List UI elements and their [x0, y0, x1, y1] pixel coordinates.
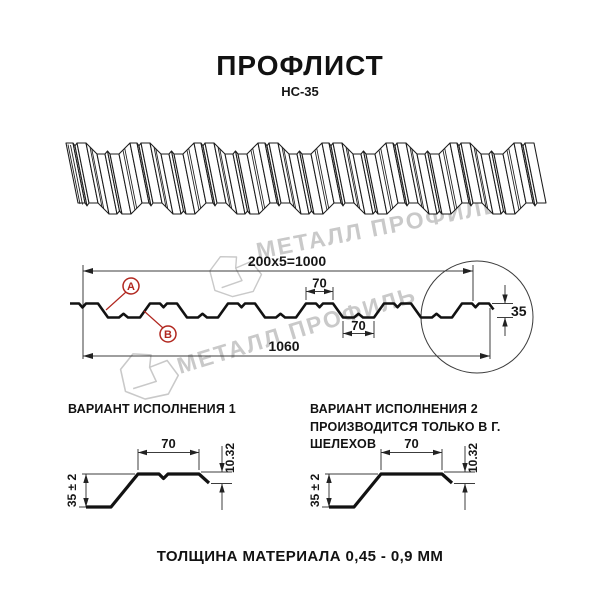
variant2-dim-lip: 10.32	[466, 443, 480, 473]
dim-arrow	[326, 474, 332, 483]
marker-b-label: B	[164, 329, 172, 341]
sheet-groove-line	[188, 148, 202, 209]
sheet-groove-line	[186, 149, 200, 211]
dim-arrow	[502, 294, 508, 304]
page-title: ПРОФЛИСТ	[216, 50, 384, 81]
dim-arrow	[306, 288, 315, 295]
dim-arrow	[190, 449, 199, 456]
variant2-dim-height: 35 ± 2	[308, 474, 322, 508]
dim-arrow	[326, 498, 332, 507]
cross-section-drawing: 200x5=1000 1060 70 70 35	[70, 253, 534, 374]
sheet-groove-line	[475, 148, 489, 209]
dim-arrow	[324, 288, 333, 295]
sheet-groove-line	[409, 146, 423, 208]
marker-a-label: A	[127, 281, 135, 293]
dim-label-total-top: 200x5=1000	[248, 253, 326, 269]
variant1-dim-crest: 70	[161, 436, 175, 451]
sheet-groove-line	[281, 146, 295, 208]
sheet-groove-line	[217, 146, 231, 208]
variant-2-drawing: 70 10.32 35 ± 2	[308, 436, 480, 510]
variant1-dim-lip: 10.32	[223, 443, 237, 473]
dim-label-overall-width: 1060	[268, 338, 299, 354]
variant-2-heading-block: ВАРИАНТ ИСПОЛНЕНИЯ 2 ПРОИЗВОДИТСЯ ТОЛЬКО…	[310, 401, 570, 454]
dim-arrow	[343, 330, 352, 337]
variant1-dim-height: 35 ± 2	[65, 474, 79, 508]
cross-section-profile	[70, 302, 495, 319]
sheet-groove-line	[347, 148, 361, 209]
dim-arrow	[462, 463, 468, 472]
marker-a: A	[105, 277, 140, 311]
sheet-groove-line	[283, 148, 297, 209]
dim-label-valley-width: 70	[351, 318, 365, 333]
marker-a-circle	[122, 277, 140, 295]
dim-arrow	[433, 449, 442, 456]
sheet-groove-line	[314, 149, 328, 211]
sheet-groove-line	[444, 148, 458, 209]
brand-logo-watermark	[209, 255, 263, 298]
sheet-cut-edge	[67, 144, 81, 205]
sheet-face	[524, 142, 547, 204]
sheet-groove-line	[153, 146, 167, 208]
dim-label-height: 35	[511, 303, 527, 319]
marker-b-leader	[143, 310, 164, 329]
sheet-groove-line	[378, 149, 392, 211]
variant-2-profile	[329, 472, 454, 509]
variant-1-heading: ВАРИАНТ ИСПОЛНЕНИЯ 1	[68, 402, 236, 416]
variant-2-subheading: ПРОИЗВОДИТСЯ ТОЛЬКО В Г. ШЕЛЕХОВ	[310, 419, 501, 452]
dim-arrow	[365, 330, 374, 337]
sheet-groove-line	[473, 146, 487, 208]
dim-arrow	[83, 268, 93, 274]
sheet-groove-line	[506, 149, 520, 211]
marker-a-leader	[105, 291, 127, 311]
sheet-groove-line	[91, 148, 105, 209]
sheet-groove-line	[219, 148, 233, 209]
sheet-groove-line	[345, 146, 359, 208]
dim-arrow	[480, 353, 490, 359]
sheet-groove-line	[250, 149, 264, 211]
sheet-cut-edge	[70, 144, 83, 205]
sheet-groove-line	[124, 148, 138, 209]
marker-b-circle	[159, 325, 177, 343]
dim-arrow	[219, 483, 225, 493]
sheet-groove-line	[442, 149, 456, 211]
sheet-groove-line	[122, 149, 136, 211]
sheet-groove-line	[252, 148, 266, 209]
variant-2-heading: ВАРИАНТ ИСПОЛНЕНИЯ 2	[310, 402, 478, 416]
sheet-groove-line	[316, 148, 330, 209]
dim-arrow	[462, 483, 468, 493]
dim-arrow	[219, 463, 225, 472]
dim-arrow	[463, 268, 473, 274]
dim-label-crest-width: 70	[312, 276, 326, 291]
dim-arrow	[381, 449, 390, 456]
sheet-groove-line	[380, 148, 394, 209]
sheet-groove-line	[89, 146, 103, 208]
sheet-groove-line	[508, 148, 522, 209]
dim-arrow	[502, 317, 508, 327]
watermark-text: МЕТАЛЛ ПРОФИЛЬ	[174, 281, 420, 379]
sheet-groove-line	[411, 148, 425, 209]
dim-arrow	[83, 353, 93, 359]
variant-1-profile	[86, 472, 211, 509]
dim-arrow	[83, 474, 89, 483]
profile-3d-drawing	[65, 142, 547, 215]
dim-arrow	[138, 449, 147, 456]
profile-model: НС-35	[281, 84, 319, 99]
variant2-dim-crest: 70	[404, 436, 418, 451]
brand-logo-watermark	[119, 353, 180, 400]
sheet-groove-line	[155, 148, 169, 209]
variant-1-drawing: 70 10.32 35 ± 2	[65, 436, 237, 510]
dim-arrow	[83, 498, 89, 507]
marker-b: B	[143, 310, 177, 343]
material-thickness-note: ТОЛЩИНА МАТЕРИАЛА 0,45 - 0,9 ММ	[156, 548, 444, 565]
